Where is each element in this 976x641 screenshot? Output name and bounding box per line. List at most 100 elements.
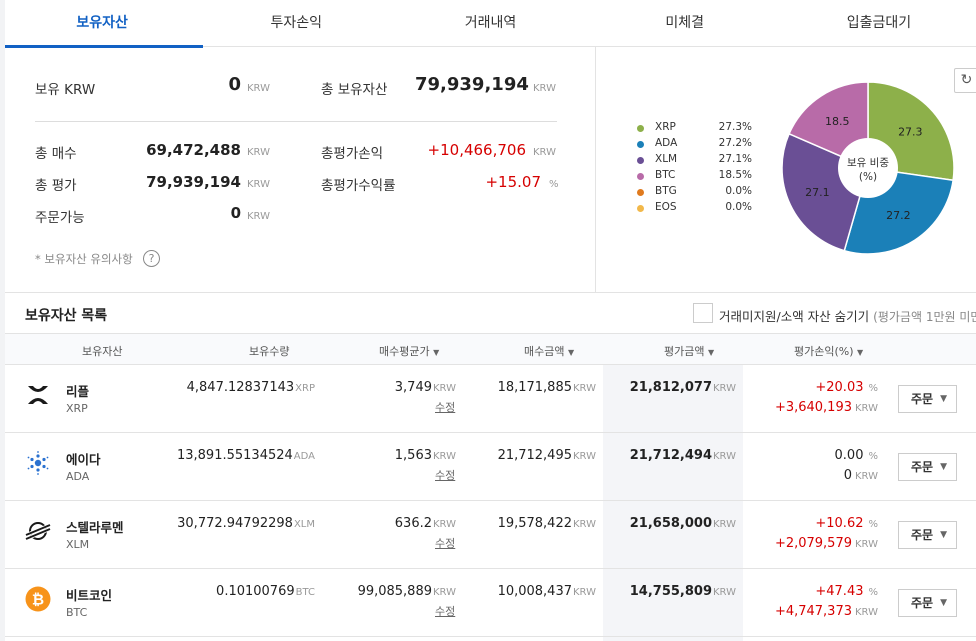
tab-trade-history[interactable]: 거래내역	[464, 15, 517, 31]
coin-icon	[25, 518, 51, 544]
order-label: 주문	[911, 392, 934, 406]
eval-amount-value: 21,812,077KRW	[630, 380, 736, 395]
order-label: 주문	[911, 596, 934, 610]
hide-small-assets-text: 거래미지원/소액 자산 숨기기	[719, 309, 870, 324]
profit-amount-unit: KRW	[855, 403, 878, 414]
buy-amount-number: 19,578,422	[497, 516, 572, 531]
col-profit-loss[interactable]: 평가손익(%) ▼	[794, 343, 863, 359]
pie-legend: XRP 27.3% ADA 27.2% XLM 27.1% BTC 18.5% BTG 0…	[637, 121, 752, 217]
avg-price-number: 1,563	[394, 448, 432, 463]
refresh-icon[interactable]: ↻	[954, 68, 976, 93]
col-buy-amount-label: 매수금액	[524, 345, 565, 358]
tab-holdings[interactable]: 보유자산	[5, 0, 204, 48]
eval-amount-value: 21,712,494KRW	[630, 448, 736, 463]
tab-open-orders[interactable]: 미체결	[665, 15, 705, 31]
edit-avg-price-link[interactable]: 수정	[435, 469, 456, 482]
table-row: 에이다 ADA 13,891.55134524ADA 1,563KRW 수정 2…	[5, 433, 976, 501]
legend-name: XRP	[655, 121, 676, 133]
edit-avg-price-link[interactable]: 수정	[435, 605, 456, 618]
legend-pct: 18.5%	[718, 169, 752, 181]
total-assets-value: 79,939,194	[415, 74, 529, 95]
tab-profit-loss[interactable]: 투자손익	[270, 15, 323, 31]
profit-rate-unit: %	[868, 451, 878, 462]
legend-dot	[637, 125, 644, 132]
col-buy-amount[interactable]: 매수금액 ▼	[524, 343, 574, 359]
hide-small-assets-checkbox[interactable]	[693, 303, 713, 323]
xrp-icon	[28, 386, 48, 404]
eval-amount-unit: KRW	[713, 451, 736, 462]
total-pl-unit: KRW	[533, 147, 556, 158]
buy-amount-unit: KRW	[573, 383, 596, 394]
order-label: 주문	[911, 528, 934, 542]
order-button[interactable]: 주문 ▼	[898, 521, 957, 549]
table-row: 리플 XRP 4,847.12837143XRP 3,749KRW 수정 18,…	[5, 365, 976, 433]
holdings-notice-link[interactable]: * 보유자산 유의사항	[35, 252, 133, 266]
eval-amount-number: 21,712,494	[629, 448, 712, 463]
avg-price-number: 3,749	[394, 380, 432, 395]
legend-dot	[637, 141, 644, 148]
pie-slice-label: 27.1	[805, 186, 830, 199]
buy-amount-value: 19,578,422KRW	[498, 516, 596, 531]
table-row: ₿ 비트코인 BTC 0.10100769BTC 99,085,889KRW 수…	[5, 569, 976, 637]
table-header: 보유자산 보유수량 매수평균가 ▼ 매수금액 ▼ 평가금액 ▼ 평가손익(%) …	[5, 333, 976, 365]
order-button[interactable]: 주문 ▼	[898, 453, 957, 481]
eval-amount-unit: KRW	[713, 587, 736, 598]
pie-center-hole	[838, 138, 898, 198]
sort-down-icon: ▼	[707, 348, 715, 357]
eval-amount-unit: KRW	[713, 519, 736, 530]
total-eval-label: 총 평가	[35, 178, 77, 194]
holdings-panel: 보유자산 투자손익 거래내역 미체결 입출금대기 보유 KRW 0 KRW 총 …	[5, 0, 976, 641]
total-pl-value: +10,466,706	[427, 141, 526, 159]
total-return-value: +15.07	[485, 173, 541, 191]
total-buy-unit: KRW	[247, 147, 270, 158]
holdings-pie-chart: 27.3 27.2 27.1 18.5 보유 비중 (%)	[781, 81, 955, 255]
buy-amount-number: 18,171,885	[497, 380, 572, 395]
total-return-label: 총평가수익률	[321, 178, 396, 194]
pie-slice-label: 18.5	[825, 115, 850, 128]
profit-amount-number: +4,747,373	[774, 604, 852, 619]
profit-rate-number: 0.00	[834, 448, 864, 463]
profit-rate-value: +47.43%	[815, 584, 878, 599]
col-avg-price-label: 매수평균가	[379, 345, 430, 358]
profit-amount-number: +3,640,193	[774, 400, 852, 415]
avg-price-unit: KRW	[433, 451, 456, 462]
hide-small-assets-sub: (평가금액 1만원 미만)	[873, 310, 976, 324]
asset-summary: 보유 KRW 0 KRW 총 보유자산 79,939,194 KRW 총 매수 …	[5, 47, 595, 292]
legend-pct: 0.0%	[725, 185, 752, 197]
edit-avg-price-link[interactable]: 수정	[435, 537, 456, 550]
quantity-number: 30,772.94792298	[177, 516, 293, 531]
total-buy-label: 총 매수	[35, 146, 77, 162]
hide-small-assets-label[interactable]: 거래미지원/소액 자산 숨기기 (평가금액 1만원 미만)	[719, 306, 976, 325]
tab-deposit-withdraw-pending[interactable]: 입출금대기	[846, 15, 912, 31]
buy-amount-unit: KRW	[573, 519, 596, 530]
tab-bar: 보유자산 투자손익 거래내역 미체결 입출금대기	[5, 0, 976, 48]
total-pl-label: 총평가손익	[321, 146, 384, 162]
legend-name: BTC	[655, 169, 676, 181]
col-eval-amount-label: 평가금액	[664, 345, 705, 358]
help-icon[interactable]: ?	[143, 250, 160, 267]
order-button[interactable]: 주문 ▼	[898, 589, 957, 617]
avg-price-value: 1,563KRW	[395, 448, 456, 463]
table-row: 스텔라루멘 XLM 30,772.94792298XLM 636.2KRW 수정…	[5, 501, 976, 569]
profit-amount-value: +2,079,579 KRW	[775, 536, 878, 551]
pie-center-title: 보유 비중	[847, 157, 889, 169]
col-eval-amount[interactable]: 평가금액 ▼	[664, 343, 714, 359]
col-asset: 보유자산	[82, 345, 123, 358]
edit-avg-price-link[interactable]: 수정	[435, 401, 456, 414]
krw-value: 0	[228, 74, 241, 95]
avg-price-number: 99,085,889	[357, 584, 432, 599]
quantity-number: 0.10100769	[216, 584, 295, 599]
avg-price-unit: KRW	[433, 519, 456, 530]
legend-item: ADA 27.2%	[637, 137, 752, 153]
eval-amount-number: 21,658,000	[629, 516, 712, 531]
profit-rate-number: +20.03	[815, 380, 864, 395]
summary-divider-vertical	[595, 47, 596, 292]
coin-icon	[25, 450, 51, 476]
order-button[interactable]: 주문 ▼	[898, 385, 957, 413]
quantity-value: 30,772.94792298XLM	[177, 516, 315, 531]
profit-rate-unit: %	[868, 383, 878, 394]
col-avg-price[interactable]: 매수평균가 ▼	[379, 343, 439, 359]
coin-name: 리플	[66, 384, 90, 399]
total-assets-label: 총 보유자산	[321, 82, 388, 98]
legend-item: XLM 27.1%	[637, 153, 752, 169]
